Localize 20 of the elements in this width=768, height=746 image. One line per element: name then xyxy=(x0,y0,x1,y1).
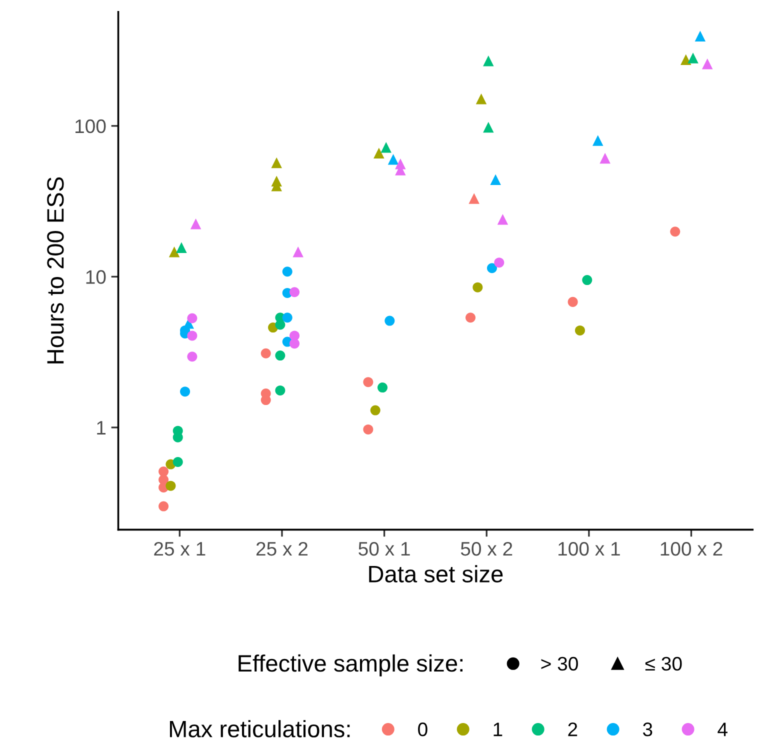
legend-label: 2 xyxy=(568,722,578,736)
text: ≤ 30 xyxy=(645,656,682,671)
x-tick-label: 25 x 2 xyxy=(256,542,308,556)
x-axis-title: Data set size xyxy=(369,565,503,582)
x-tick-label: 100 x 2 xyxy=(660,542,722,556)
legend-label: 0 xyxy=(418,722,428,736)
y-tick-label: 1 xyxy=(97,421,106,435)
x-tick-label: 50 x 2 xyxy=(460,542,512,556)
legend-label: 3 xyxy=(642,722,652,736)
legend-label: 4 xyxy=(718,722,728,736)
y-tick-label: 10 xyxy=(86,270,106,284)
x-tick-label: 100 x 1 xyxy=(558,542,620,556)
x-tick-label: 50 x 1 xyxy=(358,542,410,556)
text: Effective sample size: xyxy=(238,654,462,676)
x-tick-label: 25 x 1 xyxy=(154,542,206,556)
y-axis-title: Hours to 200 ESS xyxy=(47,177,64,364)
legend-label: 1 xyxy=(494,722,502,736)
legend-title: Max reticulations: xyxy=(170,720,350,738)
text: > 30 xyxy=(541,656,578,671)
y-tick-label: 100 xyxy=(76,119,106,134)
